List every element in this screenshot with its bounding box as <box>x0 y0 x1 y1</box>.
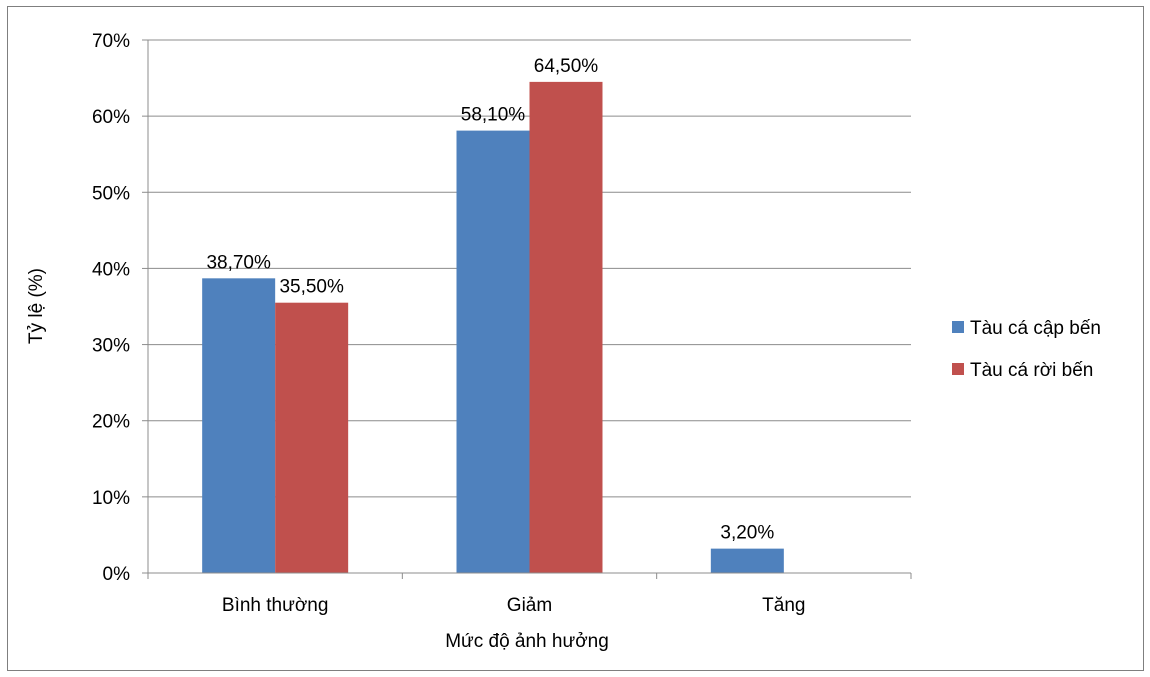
y-tick-label: 50% <box>92 183 130 204</box>
bars <box>202 81 784 574</box>
y-tick-label: 40% <box>92 259 130 280</box>
legend-swatch <box>952 321 964 333</box>
x-tick-labels: Bình thường Giảm Tăng <box>222 595 806 616</box>
bar <box>456 130 530 574</box>
x-axis-title: Mức độ ảnh hưởng <box>445 631 609 652</box>
y-tick-label: 0% <box>103 564 131 585</box>
y-tick-label: 10% <box>92 488 130 509</box>
y-tick-label: 30% <box>92 336 130 357</box>
y-tick-label: 20% <box>92 412 130 433</box>
data-label: 58,10% <box>461 105 526 126</box>
data-label: 64,50% <box>534 56 599 77</box>
data-labels: 38,70% 35,50% 58,10% 64,50% 3,20% <box>206 56 774 544</box>
bar <box>202 278 276 573</box>
data-label: 3,20% <box>720 523 774 544</box>
y-tick-label: 60% <box>92 107 130 128</box>
data-label: 38,70% <box>206 252 271 273</box>
x-tick-label: Tăng <box>762 595 805 616</box>
bar <box>710 548 784 573</box>
y-axis-title: Tỷ lệ (%) <box>26 268 47 344</box>
y-tick-label: 70% <box>92 31 130 52</box>
x-tick-label: Bình thường <box>222 595 329 616</box>
legend-swatch <box>952 363 964 375</box>
bar <box>529 81 603 573</box>
bar <box>275 302 349 573</box>
legend: Tàu cá cập bến Tàu cá rời bến <box>952 318 1101 381</box>
y-tick-labels: 0% 10% 20% 30% 40% 50% 60% 70% <box>92 31 130 585</box>
legend-label: Tàu cá cập bến <box>970 318 1101 339</box>
data-label: 35,50% <box>279 277 344 298</box>
x-tick-label: Giảm <box>507 595 552 616</box>
legend-label: Tàu cá rời bến <box>970 360 1093 381</box>
axes <box>142 39 912 579</box>
